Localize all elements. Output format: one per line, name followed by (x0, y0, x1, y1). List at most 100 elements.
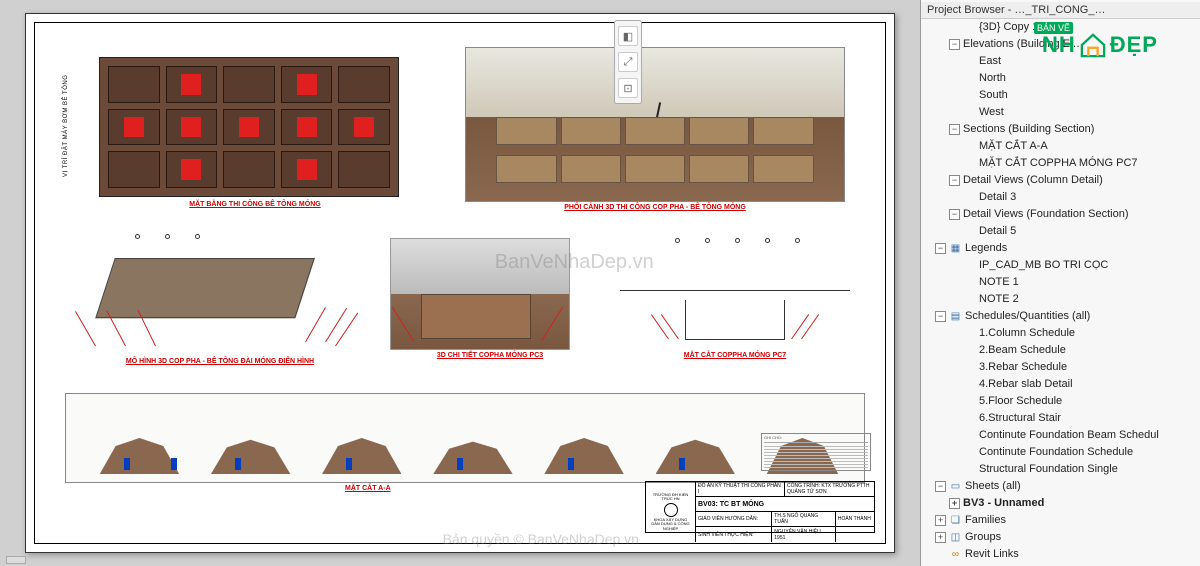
view-tool-1[interactable]: ◧ (618, 26, 638, 46)
brand-badge: BẢN VẼ (1034, 22, 1073, 34)
expander-icon[interactable]: − (949, 39, 960, 50)
plan-view: VỊ TRÍ ĐẶT MÁY BƠM BÊ TÔNG MẶT BẰNG THI … (65, 41, 445, 221)
tree-item-label: Detail 5 (979, 224, 1016, 239)
tree-item[interactable]: Continute Foundation Beam Schedul (921, 427, 1200, 444)
tree-item-label: NOTE 1 (979, 275, 1019, 290)
expander-icon (965, 22, 976, 33)
drawing-canvas-area[interactable]: ◧ ⤢ ⊡ VỊ TRÍ ĐẶT MÁY BƠM BÊ TÔNG MẶT BẰN… (0, 0, 920, 566)
expander-icon[interactable]: + (935, 532, 946, 543)
expander-icon (965, 379, 976, 390)
expander-icon (965, 447, 976, 458)
lnk-icon: ∞ (949, 549, 962, 561)
tree-item-label: North (979, 71, 1006, 86)
expander-icon (965, 141, 976, 152)
tree-item[interactable]: 1.Column Schedule (921, 325, 1200, 342)
tree-item[interactable]: −Detail Views (Column Detail) (921, 172, 1200, 189)
tree-item-label: Structural Foundation Single (979, 462, 1118, 477)
tree-item[interactable]: North (921, 70, 1200, 87)
plan-side-label: VỊ TRÍ ĐẶT MÁY BƠM BÊ TÔNG (63, 71, 69, 181)
fam-icon: ❏ (949, 515, 962, 527)
tree-item[interactable]: −▦Legends (921, 240, 1200, 257)
sheet-border: VỊ TRÍ ĐẶT MÁY BƠM BÊ TÔNG MẶT BẰNG THI … (34, 22, 886, 544)
tb-r3c: HOÀN THÀNH (836, 512, 874, 526)
expander-icon[interactable]: − (949, 124, 960, 135)
tree-item[interactable]: −Detail Views (Foundation Section) (921, 206, 1200, 223)
expander-icon (965, 56, 976, 67)
tree-item-label: 2.Beam Schedule (979, 343, 1066, 358)
tree-item[interactable]: Detail 5 (921, 223, 1200, 240)
tree-item[interactable]: 3.Rebar Schedule (921, 359, 1200, 376)
tree-container: {3D} Copy 1−Elevations (Building El…East… (921, 19, 1200, 563)
tree-item[interactable]: 5.Floor Schedule (921, 393, 1200, 410)
perspective-view: PHỐI CẢNH 3D THI CÔNG COP PHA - BÊ TÔNG … (465, 47, 845, 222)
grp-icon: ◫ (949, 532, 962, 544)
notes-box: GHI CHÚ: (761, 433, 871, 471)
tree-item[interactable]: NOTE 1 (921, 274, 1200, 291)
view-tool-3[interactable]: ⊡ (618, 78, 638, 98)
tree-item[interactable]: +BV3 - Unnamed (921, 495, 1200, 512)
tree-item-label: Detail 3 (979, 190, 1016, 205)
tree-item-label: Legends (965, 241, 1007, 256)
tree-item-label: Groups (965, 530, 1001, 545)
leg-icon: ▦ (949, 243, 962, 255)
tree-item[interactable]: +❏Families (921, 512, 1200, 529)
tree-item-label: 4.Rebar slab Detail (979, 377, 1073, 392)
tree-item[interactable]: −Sections (Building Section) (921, 121, 1200, 138)
tb-r3a: GIÁO VIÊN HƯỚNG DẪN: (696, 512, 772, 526)
view-tool-2[interactable]: ⤢ (618, 52, 638, 72)
bottom-scrollbar[interactable] (6, 556, 26, 564)
expander-icon[interactable]: + (935, 515, 946, 526)
expander-icon (965, 277, 976, 288)
expander-icon (965, 294, 976, 305)
tree-item[interactable]: MẶT CẮT COPPHA MÓNG PC7 (921, 155, 1200, 172)
tree-item-label: IP_CAD_MB BO TRI CỌC (979, 258, 1108, 273)
expander-icon[interactable]: − (935, 481, 946, 492)
tree-item-label: 5.Floor Schedule (979, 394, 1062, 409)
tree-item[interactable]: 6.Structural Stair (921, 410, 1200, 427)
tree-item[interactable]: −▭Sheets (all) (921, 478, 1200, 495)
expander-icon (965, 396, 976, 407)
tree-item[interactable]: Continute Foundation Schedule (921, 444, 1200, 461)
tree-item-label: {3D} Copy 1 (979, 20, 1038, 35)
expander-icon[interactable]: − (949, 209, 960, 220)
sht-icon: ▭ (949, 481, 962, 493)
drawing-sheet[interactable]: VỊ TRÍ ĐẶT MÁY BƠM BÊ TÔNG MẶT BẰNG THI … (25, 13, 895, 553)
tree-item-label: East (979, 54, 1001, 69)
expander-icon (965, 192, 976, 203)
tree-item[interactable]: NOTE 2 (921, 291, 1200, 308)
tree-item-label: 3.Rebar Schedule (979, 360, 1067, 375)
sch-icon: ▤ (949, 311, 962, 323)
tree-item[interactable]: Structural Foundation Single (921, 461, 1200, 478)
project-browser-panel[interactable]: Project Browser - …_TRI_CONG_… {3D} Copy… (920, 0, 1200, 566)
tree-item[interactable]: 4.Rebar slab Detail (921, 376, 1200, 393)
tb-school1: TRƯỜNG ĐH KIẾN TRÚC HN (648, 493, 693, 502)
expander-icon (965, 413, 976, 424)
tree-item[interactable]: ∞Revit Links (921, 546, 1200, 563)
tree-item[interactable]: South (921, 87, 1200, 104)
tree-item-label: Sections (Building Section) (963, 122, 1094, 137)
expander-icon[interactable]: + (949, 498, 960, 509)
tb-r3b: TH.S NGÔ QUANG TUẤN (772, 512, 836, 526)
tree-item[interactable]: IP_CAD_MB BO TRI CỌC (921, 257, 1200, 274)
expander-icon[interactable]: − (935, 243, 946, 254)
house-icon (1078, 32, 1108, 58)
panel-title: Project Browser - …_TRI_CONG_… (921, 2, 1200, 19)
tree-item[interactable]: MẶT CẮT A-A (921, 138, 1200, 155)
expander-icon[interactable]: − (935, 311, 946, 322)
expander-icon[interactable]: − (949, 175, 960, 186)
tree-item-label: Detail Views (Column Detail) (963, 173, 1103, 188)
expander-icon (965, 362, 976, 373)
model-3d-title: MÔ HÌNH 3D COP PHA - BÊ TÔNG ĐÀI MÓNG ĐI… (75, 358, 365, 365)
tree-item[interactable]: +◫Groups (921, 529, 1200, 546)
tree-item-label: Schedules/Quantities (all) (965, 309, 1090, 324)
expander-icon (965, 107, 976, 118)
tree-item-label: MẶT CẮT A-A (979, 139, 1048, 154)
tree-item[interactable]: 2.Beam Schedule (921, 342, 1200, 359)
expander-icon (965, 464, 976, 475)
tree-item[interactable]: West (921, 104, 1200, 121)
tb-r1a: ĐỒ ÁN KỸ THUẬT THI CÔNG PHẦN I (696, 482, 785, 496)
tree-item[interactable]: −▤Schedules/Quantities (all) (921, 308, 1200, 325)
expander-icon (965, 73, 976, 84)
plan-title: MẶT BẰNG THI CÔNG BÊ TÔNG MÓNG (65, 201, 445, 208)
tree-item[interactable]: Detail 3 (921, 189, 1200, 206)
